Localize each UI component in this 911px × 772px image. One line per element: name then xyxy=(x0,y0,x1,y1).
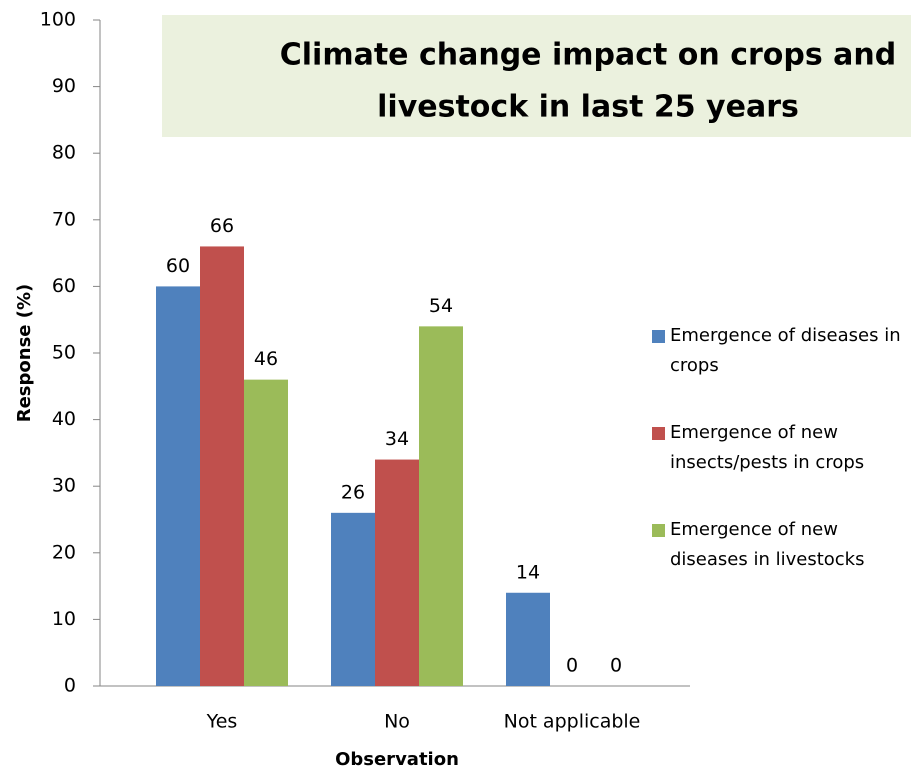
x-tick-label: Not applicable xyxy=(504,711,641,733)
bar xyxy=(156,286,200,686)
y-tick-label: 80 xyxy=(52,142,76,164)
y-axis-label: Response (%) xyxy=(14,284,35,423)
y-tick-label: 100 xyxy=(40,9,76,31)
y-tick-label: 40 xyxy=(52,408,76,430)
data-label: 54 xyxy=(429,295,453,317)
data-label: 34 xyxy=(385,428,409,450)
bar xyxy=(244,379,288,686)
y-tick-label: 90 xyxy=(52,75,76,97)
y-tick-label: 30 xyxy=(52,475,76,497)
data-label: 66 xyxy=(210,215,234,237)
data-label: 14 xyxy=(516,561,540,583)
data-label: 26 xyxy=(341,481,365,503)
legend-label: Emergence of new diseases in livestocks xyxy=(670,519,865,570)
data-label: 0 xyxy=(566,655,578,677)
x-axis-label: Observation xyxy=(335,749,459,770)
legend-label: Emergence of diseases in crops xyxy=(670,325,901,376)
chart-title: Climate change impact on crops and xyxy=(280,38,897,73)
x-tick-label: Yes xyxy=(206,711,238,733)
y-tick-label: 20 xyxy=(52,541,76,563)
legend-swatch xyxy=(652,330,665,343)
y-tick-label: 10 xyxy=(52,608,76,630)
data-label: 0 xyxy=(610,655,622,677)
legend-swatch xyxy=(652,524,665,537)
data-label: 46 xyxy=(254,348,278,370)
y-tick-label: 0 xyxy=(64,675,76,697)
bar xyxy=(419,326,463,686)
y-tick-label: 60 xyxy=(52,275,76,297)
x-tick-label: No xyxy=(384,711,410,733)
bar xyxy=(200,246,244,686)
legend-swatch xyxy=(652,427,665,440)
bar xyxy=(375,459,419,686)
title-box xyxy=(162,15,911,137)
chart-title: livestock in last 25 years xyxy=(377,90,799,125)
legend-label: Emergence of new insects/pests in crops xyxy=(670,422,865,473)
y-tick-label: 50 xyxy=(52,342,76,364)
data-label: 60 xyxy=(166,255,190,277)
y-tick-label: 70 xyxy=(52,208,76,230)
bar xyxy=(331,512,375,686)
bar xyxy=(506,592,550,686)
